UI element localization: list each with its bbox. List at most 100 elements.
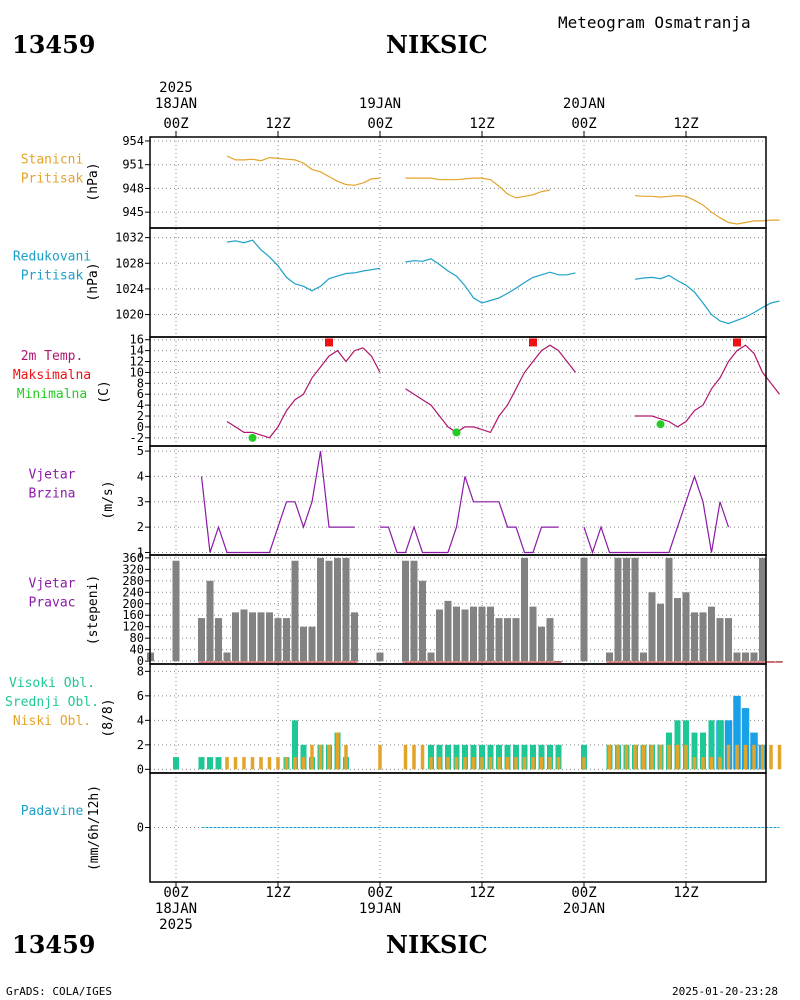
low-cloud-bar (514, 757, 518, 770)
y-tick-label: 2 (137, 409, 144, 423)
y-tick-label: 4 (137, 713, 144, 727)
y-tick-label: 1024 (115, 282, 144, 296)
low-cloud-bar (752, 744, 756, 770)
reduced-pressure-line (634, 274, 780, 325)
panel-title-line: Pravac (29, 596, 76, 611)
wind-direction-bar (300, 626, 307, 662)
low-cloud-bar (692, 757, 697, 770)
low-cloud-bar (446, 757, 450, 770)
y-tick-label: 1032 (115, 231, 144, 245)
y-tick-label: 1028 (115, 256, 144, 270)
y-tick-label: 1 (137, 545, 144, 559)
panel-title-line: Niski Obl. (13, 714, 91, 729)
wind-direction-bar (674, 598, 681, 662)
wind-direction-bar (351, 612, 358, 662)
low-cloud-bar (531, 757, 535, 770)
low-cloud-bar (454, 757, 459, 770)
panel-title-line: Padavine (21, 804, 84, 819)
mid-cloud-bar (173, 757, 179, 770)
y-tick-label: 951 (122, 158, 144, 172)
top-date-label: 20JAN (563, 96, 605, 112)
panel-title-line: Visoki Obl. (9, 676, 95, 691)
wind-direction-bar (657, 603, 664, 662)
wind-direction-bar (716, 618, 724, 662)
low-cloud-bar (616, 744, 620, 770)
maximum-marker (325, 338, 333, 347)
top-date-label: 19JAN (359, 96, 401, 112)
low-cloud-bar (250, 757, 255, 770)
low-cloud-bar (412, 744, 416, 770)
panel-title-line: Pritisak (21, 269, 84, 284)
timestamp-label: 2025-01-20-23:28 (672, 985, 778, 998)
y-tick-label: 2 (137, 738, 144, 752)
low-cloud-bar (633, 744, 637, 770)
y-tick-label: 1020 (115, 308, 144, 322)
wind-direction-bar (606, 652, 613, 662)
y-tick-label: 3 (137, 495, 144, 509)
temperature-line (635, 344, 780, 428)
wind-direction-bar (453, 606, 460, 662)
bottom-date-label: 20JAN (563, 901, 605, 917)
y-tick-label: 40 (130, 643, 144, 657)
low-cloud-bar (556, 757, 561, 770)
low-cloud-bar (684, 744, 688, 770)
panel-title-line: Pritisak (21, 171, 84, 186)
y-axis-label: (hPa) (86, 162, 101, 201)
maximum-marker (733, 338, 741, 347)
credit-label: GrADS: COLA/IGES (6, 985, 112, 998)
bottom-year-label: 2025 (159, 917, 193, 933)
y-tick-label: 14 (130, 344, 144, 358)
wind-direction-bar (240, 609, 248, 662)
low-cloud-bar (667, 744, 671, 770)
low-cloud-bar (480, 757, 484, 770)
low-cloud-bar (650, 744, 654, 770)
low-cloud-bar (658, 744, 663, 770)
minimum-marker (452, 428, 461, 437)
top-year-label: 2025 (159, 80, 193, 96)
low-cloud-bar (777, 744, 782, 770)
panel-title-line: Srednji Obl. (5, 695, 99, 710)
wind-direction-bar (665, 557, 673, 662)
y-tick-label: 6 (137, 689, 144, 703)
station-pressure-line (405, 177, 551, 199)
panel-title-line: Redukovani (13, 250, 91, 265)
panel-title-line: Maksimalna (13, 368, 91, 383)
wind-direction-bar (334, 557, 341, 662)
wind-direction-bar (274, 618, 282, 662)
panel-frame (149, 772, 767, 883)
wind-direction-bar (699, 612, 707, 662)
y-tick-label: 4 (137, 398, 144, 412)
wind-speed-line (583, 474, 730, 555)
low-cloud-bar (327, 744, 331, 770)
wind-direction-bar (725, 618, 732, 662)
low-cloud-bar (735, 744, 739, 770)
y-tick-label: 360 (122, 551, 144, 565)
top-hour-label: 12Z (469, 116, 494, 132)
y-tick-label: 12 (130, 355, 144, 369)
wind-direction-bar (215, 618, 222, 662)
y-tick-label: 0 (137, 654, 144, 668)
wind-direction-bar (623, 557, 630, 662)
high-cloud-bar (741, 708, 750, 770)
mid-cloud-bar (700, 732, 706, 770)
wind-direction-bar (648, 592, 656, 662)
low-cloud-bar (318, 744, 323, 770)
mid-cloud-bar (292, 720, 298, 770)
low-cloud-bar (335, 732, 340, 770)
bottom-date-label: 19JAN (359, 901, 401, 917)
low-cloud-bar (624, 744, 629, 770)
low-cloud-bar (743, 744, 748, 770)
low-cloud-bar (675, 744, 680, 770)
low-cloud-bar (505, 757, 510, 770)
bottom-hour-label: 12Z (673, 885, 698, 901)
top-hour-label: 12Z (673, 116, 698, 132)
wind-direction-bar (461, 609, 469, 662)
wind-direction-bar (682, 592, 690, 662)
wind-direction-bar (223, 652, 231, 662)
wind-direction-bar (529, 606, 537, 662)
low-cloud-bar (403, 744, 408, 770)
y-tick-label: 2 (137, 520, 144, 534)
low-cloud-bar (344, 744, 348, 770)
y-axis-label: (m/s) (101, 480, 116, 519)
panel-title-line: Vjetar (29, 468, 76, 483)
